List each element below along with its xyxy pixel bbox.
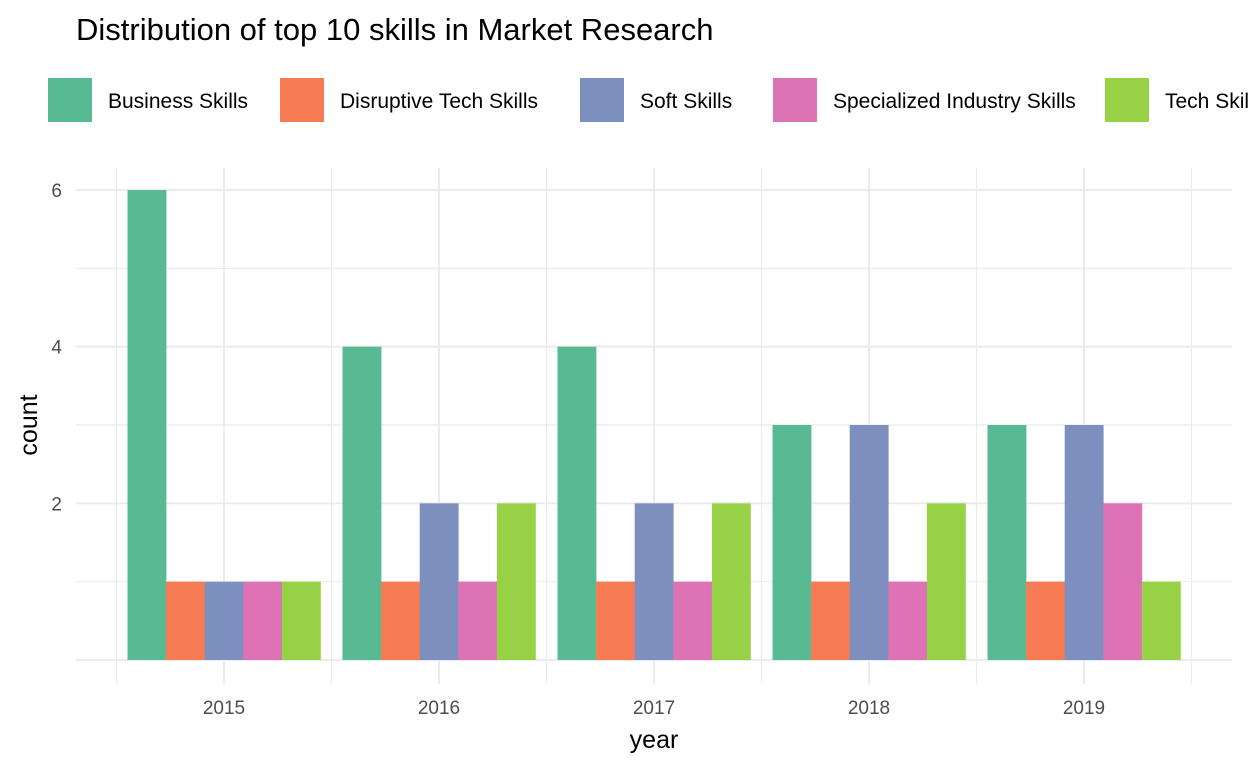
legend-key: [48, 78, 92, 122]
bar: [557, 346, 597, 660]
x-axis-ticks: 2015 2016 2017 2018 2019: [203, 698, 1105, 719]
bar: [419, 503, 459, 660]
legend-item: Disruptive Tech Skills: [280, 78, 538, 122]
y-axis-ticks: 2 4 6: [51, 181, 62, 515]
bar: [243, 581, 283, 660]
x-tick-label: 2019: [1063, 698, 1105, 719]
chart-title: Distribution of top 10 skills in Market …: [76, 12, 713, 47]
bars: [127, 190, 1181, 660]
x-tick-label: 2015: [203, 698, 245, 719]
bar: [204, 581, 244, 660]
y-axis-title: count: [15, 394, 43, 455]
bar: [888, 581, 928, 660]
bar: [1064, 425, 1104, 660]
y-tick-label: 4: [51, 338, 62, 359]
legend-label: Tech Skills: [1165, 90, 1248, 113]
x-axis-title: year: [630, 726, 679, 754]
bar: [127, 190, 167, 660]
bar: [1026, 581, 1065, 660]
legend-item: Soft Skills: [580, 78, 732, 122]
legend-item: Specialized Industry Skills: [773, 78, 1076, 122]
legend-key: [773, 78, 817, 122]
legend-key: [280, 78, 324, 122]
legend-key: [580, 78, 624, 122]
bar: [342, 346, 382, 660]
bar: [381, 581, 420, 660]
bar: [926, 503, 966, 660]
bar: [1103, 503, 1143, 660]
y-tick-label: 6: [51, 181, 62, 202]
bar: [811, 581, 850, 660]
bar: [458, 581, 498, 660]
legend: Business Skills Disruptive Tech Skills Sof…: [48, 78, 1248, 122]
legend-label: Specialized Industry Skills: [833, 90, 1076, 113]
bar: [849, 425, 889, 660]
x-tick-label: 2017: [633, 698, 675, 719]
bar: [987, 425, 1027, 660]
bar: [281, 581, 321, 660]
bar: [496, 503, 536, 660]
legend-key: [1105, 78, 1149, 122]
legend-label: Soft Skills: [640, 90, 732, 113]
legend-label: Disruptive Tech Skills: [340, 90, 538, 113]
bar: [166, 581, 205, 660]
legend-item: Business Skills: [48, 78, 248, 122]
x-tick-label: 2018: [848, 698, 890, 719]
bar: [711, 503, 751, 660]
bar: [596, 581, 635, 660]
bar: [634, 503, 674, 660]
legend-label: Business Skills: [108, 90, 248, 113]
x-tick-label: 2016: [418, 698, 460, 719]
legend-item: Tech Skills: [1105, 78, 1248, 122]
bar: [772, 425, 812, 660]
bar: [673, 581, 713, 660]
bar: [1141, 581, 1181, 660]
y-tick-label: 2: [51, 494, 62, 515]
